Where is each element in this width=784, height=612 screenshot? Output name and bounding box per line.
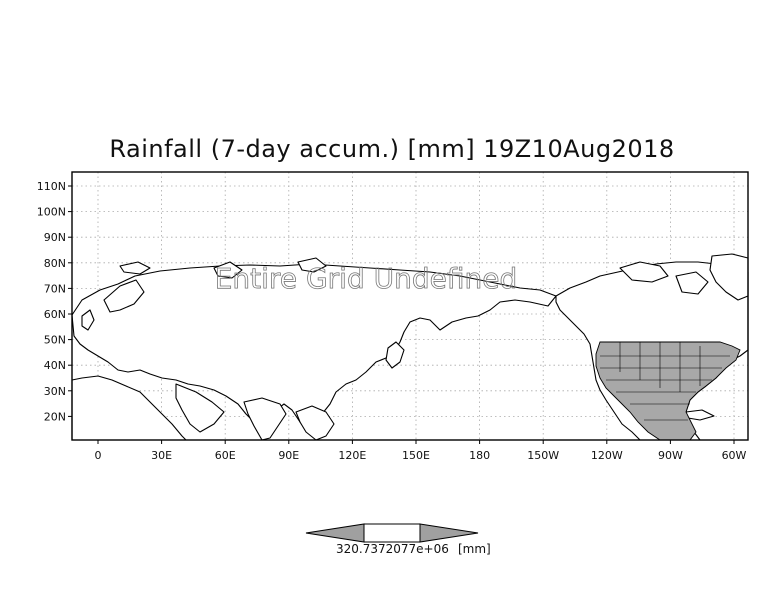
- undefined-grid-message: Entire Grid Undefined: [215, 262, 518, 295]
- lat-tick-label: 50N: [44, 334, 66, 347]
- lat-tick-label: 70N: [44, 282, 66, 295]
- latitude-axis: 110N 100N 90N 80N 70N 60N 50N 40N 30N 20N: [37, 180, 72, 423]
- lon-tick-label: 120W: [591, 449, 623, 462]
- lat-tick-label: 40N: [44, 359, 66, 372]
- colorbar-unit-label: [mm]: [458, 542, 491, 556]
- colorbar-right-triangle: [419, 523, 479, 543]
- map-frame: [71, 171, 749, 441]
- lon-tick-label: 180: [469, 449, 490, 462]
- japan-outline: [385, 341, 405, 369]
- colorbar-left-triangle: [305, 523, 365, 543]
- arabia-outline: [175, 383, 225, 433]
- cuba-outline: [685, 409, 715, 421]
- lon-tick-label: 90E: [278, 449, 299, 462]
- arctic-islands-outline: [119, 261, 151, 275]
- shaded-region-conus-mexico: [595, 341, 741, 441]
- lat-tick-label: 100N: [37, 206, 66, 219]
- lon-tick-label: 60E: [215, 449, 236, 462]
- lat-tick-label: 90N: [44, 231, 66, 244]
- lat-tick-label: 80N: [44, 257, 66, 270]
- greenland-outline: [709, 253, 749, 301]
- colorbar-value-label: 320.7372077e+06: [336, 542, 449, 556]
- novaya-zemlya-outline: [213, 261, 243, 279]
- severnaya-outline: [297, 257, 327, 273]
- lat-tick-label: 110N: [37, 180, 66, 193]
- africa-outline: [71, 375, 187, 441]
- lon-tick-label: 0: [95, 449, 102, 462]
- se-asia-outline: [295, 405, 335, 441]
- scandinavia-outline: [103, 279, 145, 313]
- uk-outline: [81, 309, 95, 331]
- state-boundaries: [600, 342, 730, 421]
- lat-tick-label: 30N: [44, 385, 66, 398]
- india-outline: [243, 397, 287, 441]
- lon-tick-label: 90W: [658, 449, 683, 462]
- lon-tick-label: 120E: [338, 449, 366, 462]
- lat-tick-label: 60N: [44, 308, 66, 321]
- colorbar-center-box: [363, 523, 421, 543]
- lon-tick-label: 150E: [402, 449, 430, 462]
- baffin-outline: [675, 271, 709, 295]
- lon-tick-label: 150W: [527, 449, 559, 462]
- canadian-islands-outline: [619, 261, 669, 283]
- lon-tick-label: 30E: [151, 449, 172, 462]
- lon-tick-label: 60W: [722, 449, 747, 462]
- map-title: Rainfall (7-day accum.) [mm] 19Z10Aug201…: [109, 135, 675, 163]
- lat-tick-label: 20N: [44, 410, 66, 423]
- precip-shading: [595, 341, 741, 441]
- longitude-axis: 0 30E 60E 90E 120E 150E 180 150W 120W 90W 60W: [95, 440, 747, 462]
- colorbar: [305, 523, 479, 543]
